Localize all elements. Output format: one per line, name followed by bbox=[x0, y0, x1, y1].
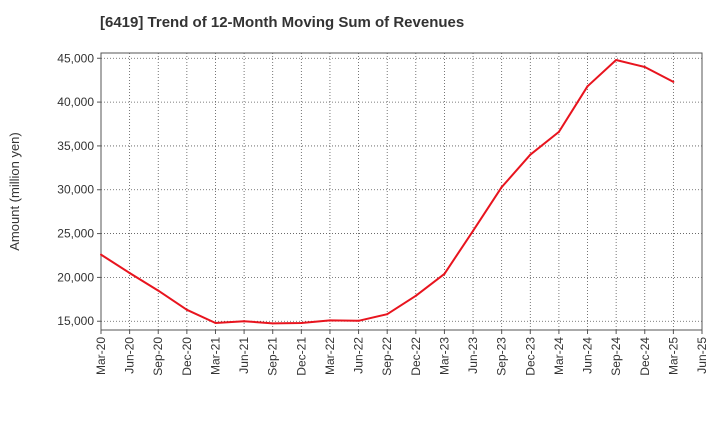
data-point bbox=[414, 294, 417, 297]
grid bbox=[100, 53, 703, 330]
data-point bbox=[357, 319, 360, 322]
data-point bbox=[328, 319, 331, 322]
x-tick-label: Jun-21 bbox=[237, 337, 251, 374]
y-tick-label: 15,000 bbox=[57, 314, 94, 328]
x-tick-label: Sep-21 bbox=[266, 337, 280, 376]
x-tick-label: Dec-21 bbox=[294, 337, 308, 376]
y-tick-label: 25,000 bbox=[57, 227, 94, 241]
x-axis-ticks: Mar-20 Jun-20 Sep-20 Dec-20 Mar-21 Jun-21 Sep-… bbox=[94, 330, 709, 376]
data-point bbox=[586, 85, 589, 88]
y-tick-label: 20,000 bbox=[57, 270, 94, 284]
x-tick-label: Sep-23 bbox=[495, 337, 509, 376]
x-tick-label: Jun-20 bbox=[123, 337, 137, 374]
x-tick-label: Mar-24 bbox=[552, 337, 566, 375]
x-tick-label: Sep-20 bbox=[151, 337, 165, 376]
y-tick-label: 45,000 bbox=[57, 51, 94, 65]
y-tick-label: 30,000 bbox=[57, 183, 94, 197]
x-tick-label: Dec-20 bbox=[180, 337, 194, 376]
y-tick-label: 40,000 bbox=[57, 95, 94, 109]
chart-title: [6419] Trend of 12-Month Moving Sum of R… bbox=[100, 14, 465, 31]
data-point bbox=[500, 186, 503, 189]
x-tick-label: Jun-24 bbox=[581, 337, 595, 374]
x-tick-label: Dec-24 bbox=[638, 337, 652, 376]
x-tick-label: Jun-25 bbox=[695, 337, 709, 374]
y-axis-ticks: 15,000 20,000 25,000 30,000 35,000 40,000 45,0… bbox=[57, 51, 101, 328]
x-tick-label: Sep-22 bbox=[380, 337, 394, 376]
series-layer bbox=[100, 59, 675, 325]
x-tick-label: Dec-22 bbox=[409, 337, 423, 376]
data-point bbox=[615, 59, 618, 62]
y-axis-title: Amount (million yen) bbox=[7, 132, 22, 251]
plot-area-frame bbox=[100, 52, 703, 331]
x-tick-label: Mar-20 bbox=[94, 337, 108, 375]
data-point bbox=[271, 322, 274, 325]
data-point bbox=[557, 130, 560, 133]
x-tick-label: Jun-22 bbox=[352, 337, 366, 374]
x-tick-label: Mar-22 bbox=[323, 337, 337, 375]
data-point bbox=[643, 66, 646, 69]
x-tick-label: Mar-25 bbox=[666, 337, 680, 375]
data-point bbox=[128, 272, 131, 275]
data-point bbox=[386, 313, 389, 316]
data-point bbox=[157, 289, 160, 292]
data-point bbox=[672, 80, 675, 83]
data-point bbox=[472, 229, 475, 232]
data-point bbox=[100, 253, 102, 256]
x-tick-label: Dec-23 bbox=[523, 337, 537, 376]
data-point bbox=[243, 320, 246, 323]
y-tick-label: 35,000 bbox=[57, 139, 94, 153]
x-tick-label: Mar-23 bbox=[437, 337, 451, 375]
data-point bbox=[300, 321, 303, 324]
data-point bbox=[214, 321, 217, 324]
x-tick-label: Jun-23 bbox=[466, 337, 480, 374]
data-point bbox=[185, 308, 188, 311]
x-tick-label: Sep-24 bbox=[609, 337, 623, 376]
x-tick-label: Mar-21 bbox=[208, 337, 222, 375]
data-point bbox=[443, 272, 446, 275]
data-point bbox=[529, 153, 532, 156]
